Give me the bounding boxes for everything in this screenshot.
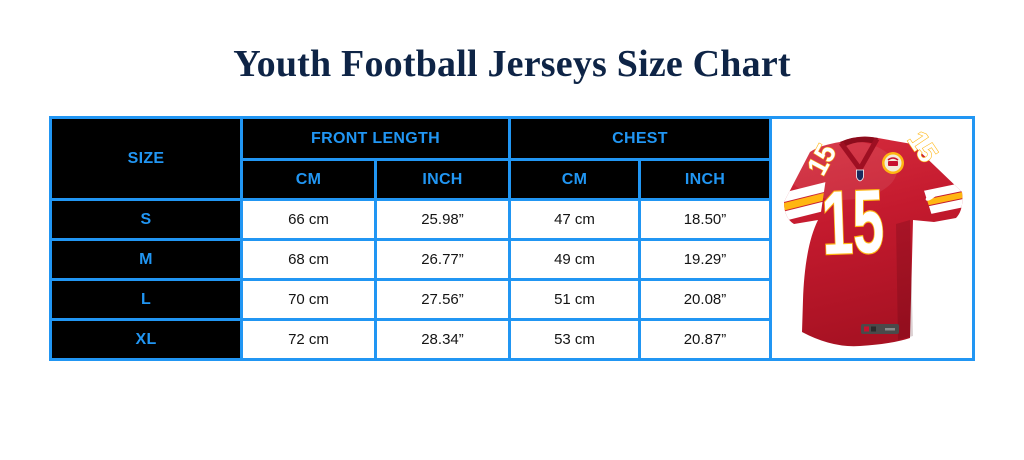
- table-row: M 68 cm 26.77” 49 cm 19.29”: [49, 238, 974, 281]
- column-header-chest: CHEST: [508, 116, 772, 161]
- subheader-chest-inch: INCH: [638, 158, 772, 201]
- size-label: XL: [49, 318, 243, 361]
- chest-inch-value: 20.08”: [638, 278, 772, 321]
- chest-number: 15: [820, 171, 885, 273]
- team-patch-icon: [882, 151, 904, 174]
- chest-inch-value: 18.50”: [638, 198, 772, 241]
- chest-cm-value: 53 cm: [508, 318, 641, 361]
- front-length-cm-value: 70 cm: [240, 278, 377, 321]
- table-row: L 70 cm 27.56” 51 cm 20.08”: [49, 278, 974, 321]
- chest-inch-value: 20.87”: [638, 318, 772, 361]
- subheader-chest-cm: CM: [508, 158, 641, 201]
- front-length-cm-value: 68 cm: [240, 238, 377, 281]
- table-row: S 66 cm 25.98” 47 cm 18.50”: [49, 198, 974, 241]
- v-neck-trim: [838, 137, 880, 174]
- size-label: S: [49, 198, 243, 241]
- size-label: M: [49, 238, 243, 281]
- football-jersey-graphic: 15 15 15: [784, 124, 963, 346]
- subheader-front-cm: CM: [240, 158, 377, 201]
- front-length-inch-value: 28.34”: [374, 318, 511, 361]
- column-header-front-length: FRONT LENGTH: [240, 116, 511, 161]
- jersey-body: [784, 136, 963, 346]
- front-length-inch-value: 26.77”: [374, 238, 511, 281]
- jock-tag: [861, 323, 899, 334]
- front-length-inch-value: 25.98”: [374, 198, 511, 241]
- jersey-photo: 15 15 15: [772, 120, 966, 358]
- left-sleeve-stripes: [784, 181, 826, 221]
- page-title: Youth Football Jerseys Size Chart: [233, 43, 791, 85]
- chest-inch-value: 19.29”: [638, 238, 772, 281]
- front-length-inch-value: 27.56”: [374, 278, 511, 321]
- column-header-size: SIZE: [49, 116, 243, 201]
- front-length-cm-value: 72 cm: [240, 318, 377, 361]
- size-chart-table: SIZE FRONT LENGTH CHEST: [49, 116, 975, 361]
- chest-cm-value: 49 cm: [508, 238, 641, 281]
- table-row: XL 72 cm 28.34” 53 cm 20.87”: [49, 318, 974, 361]
- side-mesh-panel: [896, 219, 913, 340]
- chest-cm-value: 47 cm: [508, 198, 641, 241]
- chest-cm-value: 51 cm: [508, 278, 641, 321]
- collar-back: [840, 136, 878, 147]
- swoosh-icon: [925, 188, 943, 201]
- front-length-cm-value: 66 cm: [240, 198, 377, 241]
- size-label: L: [49, 278, 243, 321]
- nfl-shield-icon: [856, 169, 864, 181]
- subheader-front-inch: INCH: [374, 158, 511, 201]
- jersey-photo-cell: 15 15 15: [769, 116, 975, 361]
